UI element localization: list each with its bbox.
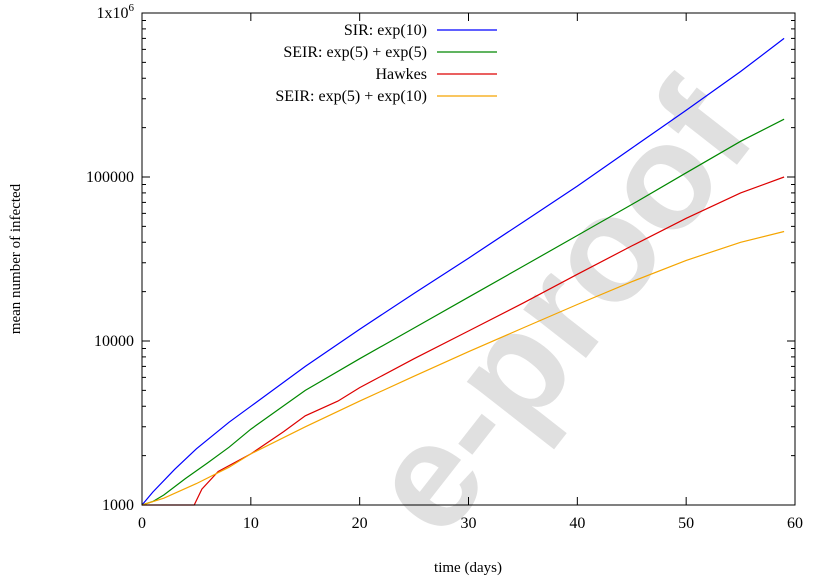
- y-tick-label-2: 100000: [86, 169, 134, 186]
- series-line-0: [141, 37, 785, 506]
- y-tick-label-3: 1x106: [97, 2, 135, 22]
- x-tick-label-1: 10: [243, 515, 259, 532]
- y-tick-label-0: 1000: [102, 497, 134, 514]
- legend-label-0: SIR: exp(10): [344, 22, 427, 39]
- legend: SIR: exp(10) SEIR: exp(5) + exp(5) Hawkes S…: [275, 22, 497, 105]
- x-tick-label-0: 0: [138, 515, 146, 532]
- y-tick-label-1: 10000: [94, 333, 134, 350]
- series-line-2: [142, 176, 785, 506]
- series-line-1: [141, 118, 785, 506]
- x-axis-label: time (days): [434, 560, 502, 576]
- x-tick-label-6: 60: [787, 515, 803, 532]
- legend-label-1: SEIR: exp(5) + exp(5): [283, 44, 427, 61]
- series-line-3: [141, 230, 785, 506]
- x-tick-label-3: 30: [461, 515, 477, 532]
- x-tick-label-4: 40: [569, 515, 585, 532]
- y-axis-ticks: 1000 10000 100000 1x106: [86, 2, 795, 514]
- x-axis-ticks: 0 10 20 30 40 50 60: [138, 13, 803, 532]
- watermark: e-proof: [334, 52, 785, 563]
- watermark-text: e-proof: [334, 52, 785, 563]
- legend-label-2: Hawkes: [375, 66, 427, 83]
- series-layer: [141, 37, 785, 506]
- y-axis-label: mean number of infected: [8, 183, 24, 334]
- legend-label-3: SEIR: exp(5) + exp(10): [275, 88, 427, 105]
- x-tick-label-2: 20: [352, 515, 368, 532]
- x-tick-label-5: 50: [678, 515, 694, 532]
